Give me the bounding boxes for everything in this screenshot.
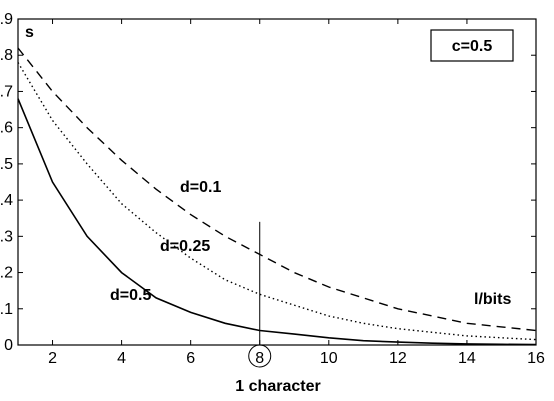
y-axis-label: s — [25, 24, 34, 41]
plot-area — [17, 18, 537, 346]
y-tick-label: 0.7 — [0, 83, 13, 100]
series-line-d-0-5 — [17, 98, 537, 346]
y-tick-label: 0.4 — [0, 192, 13, 209]
series-line-d-0-25 — [17, 62, 537, 341]
x-axis-ticks: 2 4 6 8 10 12 14 16 — [48, 19, 545, 367]
x-unit-label: l/bits — [474, 291, 511, 308]
y-tick-label: 0.2 — [0, 265, 13, 282]
series-label-d-0-5: d=0.5 — [110, 287, 151, 304]
x-tick-label: 12 — [389, 350, 407, 367]
x-tick-label: 16 — [527, 350, 545, 367]
y-tick-label: 0.6 — [0, 120, 13, 137]
marker-layer — [248, 221, 272, 368]
y-tick-label: 0.8 — [0, 47, 13, 64]
legend-box — [430, 29, 514, 62]
x-tick-label: 4 — [117, 350, 126, 367]
legend-box-label: c=0.5 — [452, 38, 493, 55]
series-label-d-0-25: d=0.25 — [160, 238, 210, 255]
x-tick-label: 14 — [458, 350, 476, 367]
y-tick-label: 0.5 — [0, 156, 13, 173]
x-tick-label: 8 — [255, 350, 264, 367]
x-tick-label: 6 — [186, 350, 195, 367]
highlight-circle — [248, 344, 272, 368]
series-layer — [17, 47, 537, 346]
y-tick-label: 0 — [4, 337, 13, 354]
x-tick-label: 2 — [48, 350, 57, 367]
y-axis-ticks: 0 0.1 0.2 0.3 0.4 0.5 0.6 0.7 0.8 0.9 — [0, 11, 536, 354]
y-tick-label: 0.3 — [0, 228, 13, 245]
y-tick-label: 0.9 — [0, 11, 13, 28]
y-tick-label: 0.1 — [0, 301, 13, 318]
x-tick-label: 10 — [320, 350, 338, 367]
series-label-d-0-1: d=0.1 — [180, 179, 221, 196]
x-axis-label: 1 character — [235, 378, 320, 395]
